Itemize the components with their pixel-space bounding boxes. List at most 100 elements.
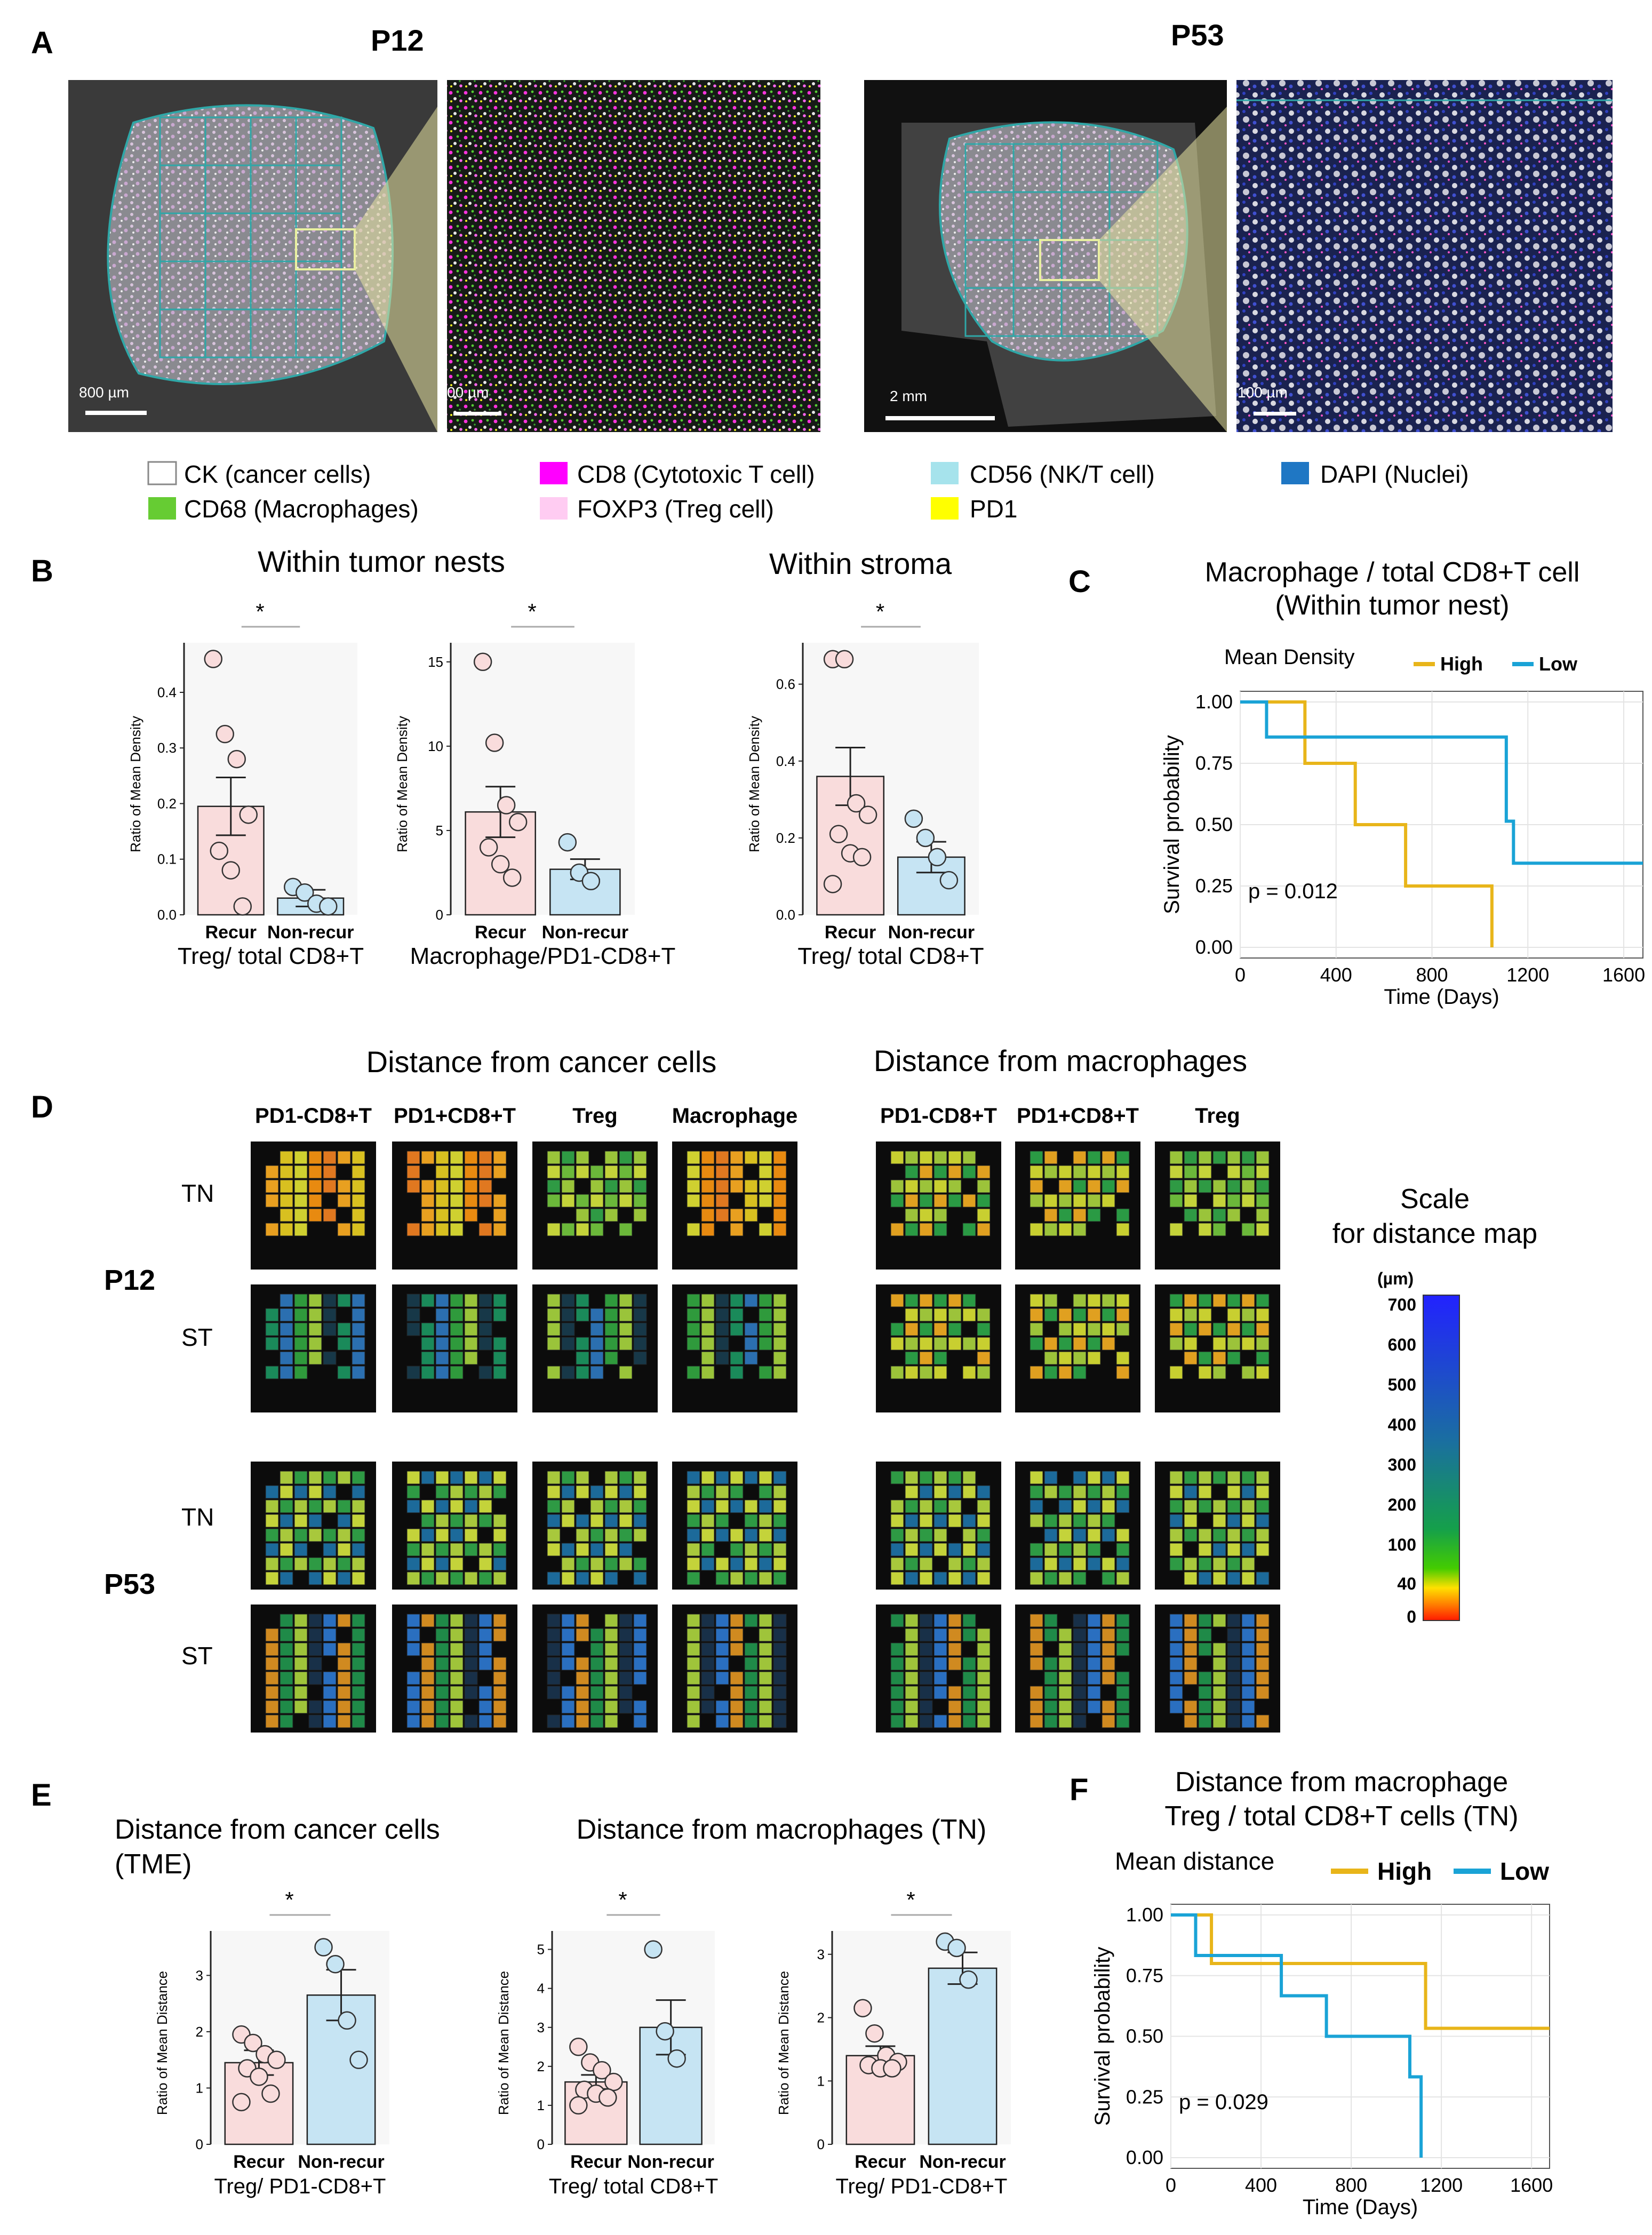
tile-cell [919,1628,933,1642]
tile-cell [933,1151,947,1164]
patient-label-p12: P12 [371,23,424,57]
tile-cell [323,1700,337,1714]
tile-cell [633,1165,647,1179]
tile-cell [478,1657,492,1671]
tile-cell [265,1700,279,1714]
tile-cell [1058,1308,1072,1322]
tile-cell [905,1642,919,1656]
tile-cell [1169,1179,1183,1193]
tile-cell [1241,1223,1255,1236]
f-legend-low-label: Low [1500,1857,1549,1885]
tile-cell [701,1165,715,1179]
tile-cell [406,1642,420,1656]
tile-cell [1227,1308,1241,1322]
tile-cell [280,1366,293,1379]
tile-cell [421,1671,435,1685]
distance-map-tile [1155,1284,1280,1412]
tile-cell [977,1557,991,1571]
legend-label-pd1: PD1 [970,495,1017,523]
tile-cell [1227,1700,1241,1714]
tile-cell [962,1471,976,1484]
tile-cell [1198,1322,1212,1336]
tile-cell [701,1308,715,1322]
tile-cell [478,1366,492,1379]
tile-cell [1212,1499,1226,1513]
scale-tick-label: 600 [1388,1335,1416,1354]
tile-cell [421,1686,435,1699]
tile-cell [1169,1700,1183,1714]
tile-cell [337,1471,351,1484]
tile-cell [1087,1151,1101,1164]
tile-cell [464,1628,478,1642]
tile-cell [919,1485,933,1499]
tile-cell [715,1499,729,1513]
tile-cell [1184,1657,1198,1671]
panel-label-f: F [1070,1773,1088,1807]
tile-cell [1256,1308,1270,1322]
tile-cell [1184,1471,1198,1484]
data-point [204,650,222,668]
tile-cell [773,1308,787,1322]
tile-cell [773,1223,787,1236]
tile-cell [561,1499,575,1513]
tile-cell [1227,1514,1241,1528]
x-axis-title: Treg/ total CD8+T [178,943,364,969]
y-tick-label: 0.6 [776,676,795,692]
tile-cell [406,1614,420,1627]
tile-cell [730,1366,744,1379]
tile-cell [604,1671,618,1685]
tile-cell [590,1165,604,1179]
tile-cell [1212,1642,1226,1656]
tile-cell [450,1337,464,1351]
p12-zoom-image: 00 µm [447,80,820,432]
tile-cell [1227,1686,1241,1699]
tile-cell [773,1165,787,1179]
tile-cell [1058,1642,1072,1656]
tile-cell [421,1208,435,1222]
tile-cell [1184,1208,1198,1222]
tile-cell [919,1700,933,1714]
tile-cell [576,1471,589,1484]
tile-cell [590,1499,604,1513]
tile-cell [1241,1322,1255,1336]
data-point [232,2093,251,2112]
tile-cell [933,1366,947,1379]
tile-cell [547,1714,561,1728]
tile-cell [435,1628,449,1642]
tile-cell [687,1151,700,1164]
tile-cell [905,1471,919,1484]
tile-cell [1227,1571,1241,1585]
tile-cell [933,1308,947,1322]
tile-cell [1044,1337,1058,1351]
x-tick-label: Recur [233,2152,284,2172]
tile-cell [1029,1165,1043,1179]
x-tick-label: 0 [1235,964,1246,986]
tile-cell [352,1514,365,1528]
scale-tick-label: 40 [1397,1574,1416,1593]
legend-label-foxp3: FOXP3 (Treg cell) [577,495,774,523]
tile-cell [547,1223,561,1236]
tile-cell [977,1514,991,1528]
tile-cell [294,1514,308,1528]
tile-cell [962,1194,976,1208]
tile-cell [759,1165,772,1179]
tile-cell [1198,1351,1212,1365]
tile-cell [280,1337,293,1351]
tile-cell [464,1571,478,1585]
tile-cell [1227,1322,1241,1336]
tile-cell [280,1194,293,1208]
tile-cell [1044,1543,1058,1556]
tile-cell [619,1194,633,1208]
significance-star: * [906,1887,915,1912]
tile-cell [1073,1208,1087,1222]
d-row-p53-tn: TN [181,1503,214,1531]
data-point [835,650,854,669]
tile-cell [1212,1714,1226,1728]
tile-cell [435,1543,449,1556]
tile-cell [352,1351,365,1365]
tile-cell [919,1657,933,1671]
tile-cell [1227,1208,1241,1222]
tile-cell [308,1571,322,1585]
tile-cell [576,1208,589,1222]
tile-cell [977,1642,991,1656]
